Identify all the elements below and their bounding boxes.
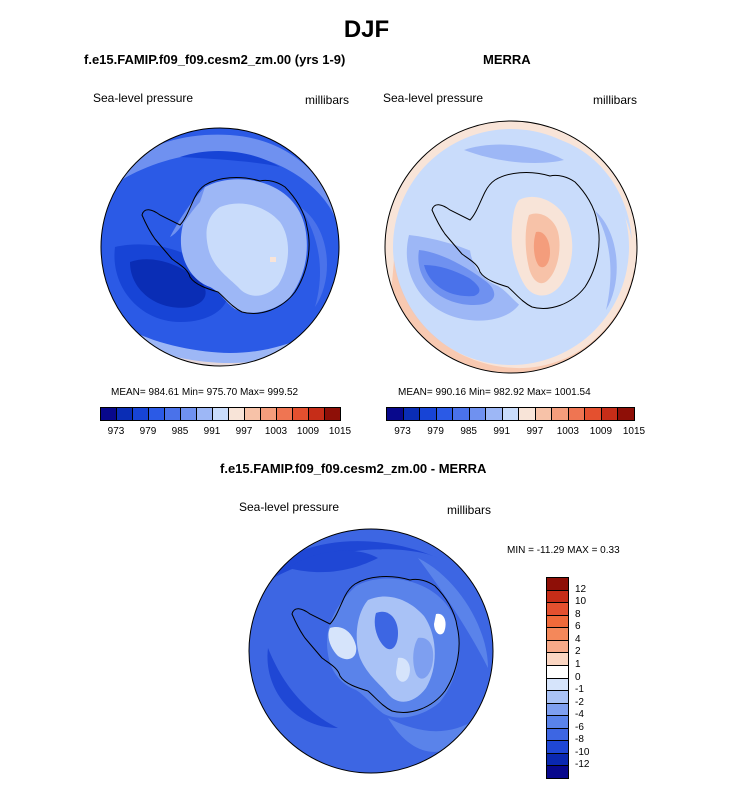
colorbar-swatch [546, 589, 569, 604]
panel2-stats: MEAN= 990.16 Min= 982.92 Max= 1001.54 [398, 387, 591, 398]
colorbar-tick-label: 1009 [589, 426, 613, 437]
colorbar-tick-label: 991 [493, 426, 511, 437]
colorbar-swatch [518, 407, 536, 421]
colorbar-swatch [546, 614, 569, 629]
colorbar-tick-label: -12 [575, 759, 590, 771]
colorbar-swatch [468, 407, 487, 421]
panel1-title: f.e15.FAMIP.f09_f09.cesm2_zm.00 (yrs 1-9… [84, 52, 346, 67]
panel1-polar-map [100, 127, 340, 367]
colorbar-swatch [600, 407, 619, 421]
colorbar-tick-label: 2 [575, 646, 581, 658]
colorbar-tick-label: 4 [575, 633, 581, 645]
colorbar-tick-label: -6 [575, 721, 584, 733]
colorbar-tick-label: 12 [575, 583, 587, 595]
colorbar-tick-label: 979 [139, 426, 157, 437]
colorbar-swatch [617, 407, 635, 421]
colorbar-swatch [546, 677, 569, 692]
colorbar-tick-label: 973 [107, 426, 125, 437]
colorbar-tick-label: 1003 [264, 426, 288, 437]
panel3-title: f.e15.FAMIP.f09_f09.cesm2_zm.00 - MERRA [220, 461, 487, 476]
colorbar-tick-label: -2 [575, 696, 584, 708]
colorbar-swatch [546, 727, 569, 742]
colorbar-swatch [546, 627, 569, 641]
colorbar-swatch [546, 639, 569, 654]
colorbar-swatch [402, 407, 421, 421]
colorbar-swatch [260, 407, 277, 421]
panel3-stats: MIN = -11.29 MAX = 0.33 [507, 545, 620, 556]
colorbar-swatch [164, 407, 181, 421]
colorbar-swatch [196, 407, 213, 421]
colorbar-tick-label: 1015 [622, 426, 646, 437]
panel3-polar-map [248, 528, 494, 774]
colorbar-swatch [116, 407, 133, 421]
colorbar-tick-label: 1 [575, 658, 581, 670]
panel3-variable-label: Sea-level pressure [239, 500, 340, 514]
main-title: DJF [343, 16, 390, 43]
colorbar-swatch [244, 407, 261, 421]
colorbar-swatch [276, 407, 293, 421]
colorbar-swatch [100, 407, 117, 421]
colorbar-swatch [567, 407, 586, 421]
panel2-title: MERRA [483, 52, 531, 67]
colorbar-tick-label: 985 [460, 426, 477, 437]
colorbar-tick-label: 10 [575, 596, 587, 608]
colorbar-swatch [419, 407, 437, 421]
colorbar-swatch [546, 690, 569, 704]
colorbar-swatch [551, 407, 569, 421]
colorbar-swatch [452, 407, 470, 421]
panel3-colorbar-labels: 12 10 8 6 4 2 1 0 -1 -2 -4 -6 -8 -10 -12 [575, 577, 605, 778]
panel3-units-label: millibars [447, 503, 492, 517]
colorbar-swatch [546, 602, 569, 616]
colorbar-swatch [132, 407, 149, 421]
colorbar-swatch [546, 664, 569, 679]
colorbar-tick-label: 991 [203, 426, 221, 437]
colorbar-swatch [546, 702, 569, 717]
colorbar-tick-label: -10 [575, 746, 590, 758]
colorbar-tick-label: 0 [575, 671, 581, 683]
colorbar-swatch [546, 752, 569, 767]
colorbar-tick-label: -8 [575, 734, 584, 746]
panel2-polar-map [384, 120, 638, 374]
colorbar-swatch [546, 577, 569, 591]
colorbar-tick-label: 973 [394, 426, 411, 437]
panel2-colorbar-labels: 973 979 985 991 997 1003 1009 1015 [386, 426, 645, 440]
colorbar-tick-label: 1003 [556, 426, 579, 437]
colorbar-swatch [148, 407, 165, 421]
colorbar-tick-label: 8 [575, 608, 581, 620]
colorbar-swatch [546, 715, 569, 729]
colorbar-swatch [546, 765, 569, 779]
colorbar-swatch [180, 407, 197, 421]
colorbar-swatch [292, 407, 309, 421]
colorbar-tick-label: 997 [526, 426, 544, 437]
colorbar-tick-label: 1015 [328, 426, 352, 437]
colorbar-swatch [546, 652, 569, 666]
colorbar-tick-label: -4 [575, 709, 584, 721]
panel3-colorbar [546, 577, 569, 779]
panel2-colorbar [386, 407, 635, 421]
panel2-variable-label: Sea-level pressure [383, 91, 484, 105]
colorbar-tick-label: 6 [575, 621, 581, 633]
colorbar-tick-label: 997 [235, 426, 253, 437]
panel1-units-label: millibars [305, 93, 350, 107]
colorbar-tick-label: 985 [171, 426, 189, 437]
colorbar-swatch [308, 407, 325, 421]
colorbar-tick-label: 1009 [296, 426, 320, 437]
colorbar-swatch [485, 407, 503, 421]
colorbar-swatch [324, 407, 341, 421]
panel2-units-label: millibars [593, 93, 638, 107]
colorbar-swatch [228, 407, 245, 421]
panel1-colorbar-labels: 973 979 985 991 997 1003 1009 1015 [100, 426, 351, 440]
panel1-stats: MEAN= 984.61 Min= 975.70 Max= 999.52 [111, 387, 299, 398]
colorbar-tick-label: -1 [575, 684, 584, 696]
colorbar-swatch [534, 407, 553, 421]
panel1-variable-label: Sea-level pressure [93, 91, 194, 105]
colorbar-swatch [212, 407, 229, 421]
panel1-colorbar [100, 407, 341, 421]
colorbar-swatch [501, 407, 520, 421]
colorbar-swatch [386, 407, 404, 421]
colorbar-swatch [435, 407, 454, 421]
colorbar-tick-label: 979 [427, 426, 444, 437]
colorbar-swatch [546, 740, 569, 754]
colorbar-swatch [584, 407, 602, 421]
